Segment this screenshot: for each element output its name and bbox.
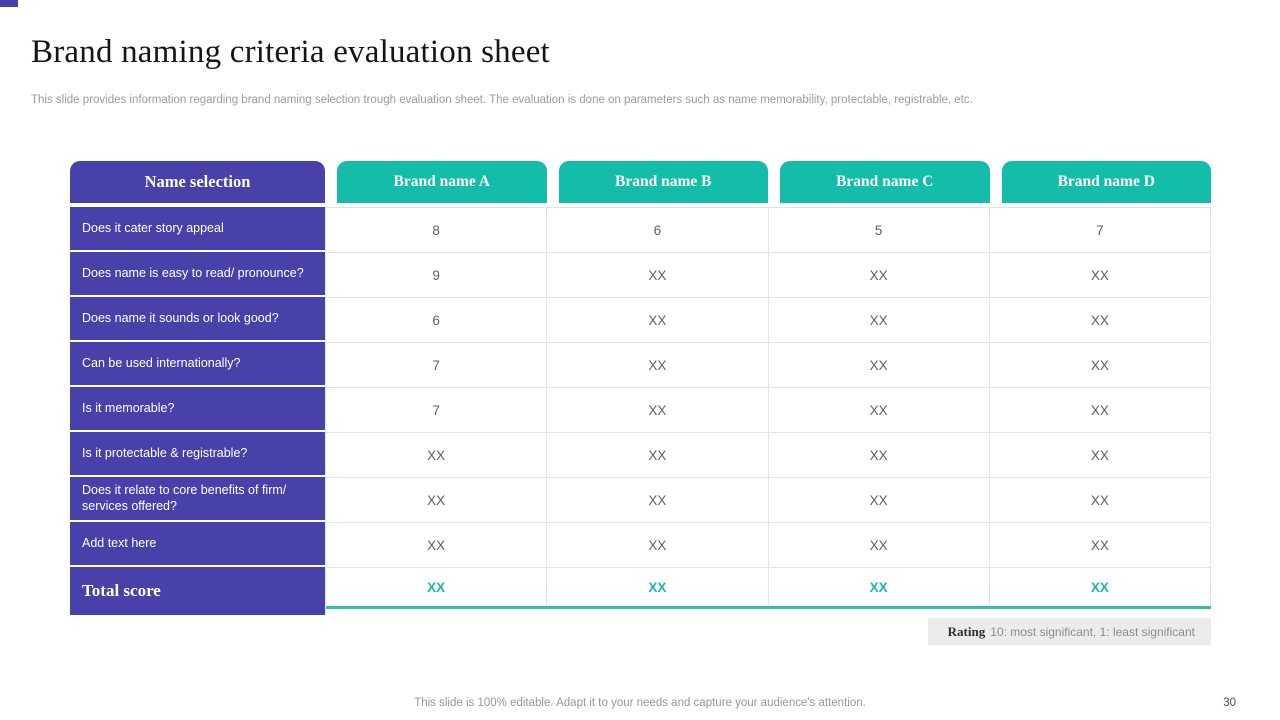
column-header-brand-c: Brand name C bbox=[780, 161, 990, 203]
score-cell: XX bbox=[547, 523, 769, 567]
score-cell: XX bbox=[990, 253, 1211, 297]
corner-accent-mark bbox=[0, 0, 18, 7]
rating-note: Rating 10: most significant, 1: least si… bbox=[927, 618, 1211, 645]
criteria-label: Does name is easy to read/ pronounce? bbox=[70, 252, 325, 295]
score-cell: XX bbox=[769, 253, 990, 297]
slide-footer-note: This slide is 100% editable. Adapt it to… bbox=[414, 697, 866, 709]
score-cell: XX bbox=[326, 478, 548, 522]
criteria-label: Does it cater story appeal bbox=[70, 207, 325, 250]
score-cell: 6 bbox=[547, 208, 769, 252]
total-score-cell: XX bbox=[990, 568, 1211, 606]
score-cell: 7 bbox=[326, 388, 548, 432]
total-score-label: Total score bbox=[70, 567, 325, 615]
score-cell: XX bbox=[326, 523, 548, 567]
score-cell: XX bbox=[769, 478, 990, 522]
score-cell: 8 bbox=[326, 208, 548, 252]
table-row: XX XX XX XX bbox=[326, 478, 1211, 523]
table-row: 8 6 5 7 bbox=[326, 208, 1211, 253]
score-cell: XX bbox=[769, 388, 990, 432]
score-cell: XX bbox=[990, 433, 1211, 477]
total-score-cell: XX bbox=[326, 568, 548, 606]
criteria-label: Does it relate to core benefits of firm/… bbox=[70, 477, 325, 520]
table-row: XX XX XX XX bbox=[326, 523, 1211, 568]
score-cell: XX bbox=[990, 298, 1211, 342]
criteria-labels-column: Does it cater story appeal Does name is … bbox=[70, 207, 325, 615]
total-score-row: XX XX XX XX bbox=[326, 568, 1211, 609]
score-cell: XX bbox=[547, 388, 769, 432]
column-header-brand-d: Brand name D bbox=[1001, 161, 1211, 203]
slide-subtitle: This slide provides information regardin… bbox=[31, 94, 973, 106]
page-number: 30 bbox=[1223, 697, 1236, 709]
score-cell: XX bbox=[769, 298, 990, 342]
score-cell: 7 bbox=[326, 343, 548, 387]
score-cell: 9 bbox=[326, 253, 548, 297]
score-cell: XX bbox=[990, 478, 1211, 522]
score-cell: XX bbox=[769, 433, 990, 477]
score-cell: XX bbox=[547, 433, 769, 477]
score-cell: XX bbox=[547, 343, 769, 387]
table-row: 7 XX XX XX bbox=[326, 343, 1211, 388]
brand-headers: Brand name A Brand name B Brand name C B… bbox=[325, 161, 1211, 203]
table-row: 9 XX XX XX bbox=[326, 253, 1211, 298]
table-row: 7 XX XX XX bbox=[326, 388, 1211, 433]
criteria-label: Can be used internationally? bbox=[70, 342, 325, 385]
score-cell: XX bbox=[547, 298, 769, 342]
score-cell: 6 bbox=[326, 298, 548, 342]
table-row: 6 XX XX XX bbox=[326, 298, 1211, 343]
corner-header-name-selection: Name selection bbox=[70, 161, 325, 203]
criteria-label: Is it memorable? bbox=[70, 387, 325, 430]
criteria-label: Does name it sounds or look good? bbox=[70, 297, 325, 340]
column-header-brand-b: Brand name B bbox=[558, 161, 768, 203]
score-cell: XX bbox=[326, 433, 548, 477]
total-score-cell: XX bbox=[769, 568, 990, 606]
table-row: XX XX XX XX bbox=[326, 433, 1211, 478]
table-header-row: Name selection Brand name A Brand name B… bbox=[70, 161, 1211, 203]
score-cell: XX bbox=[990, 523, 1211, 567]
column-header-brand-a: Brand name A bbox=[337, 161, 547, 203]
score-cell: 7 bbox=[990, 208, 1211, 252]
score-cell: XX bbox=[547, 478, 769, 522]
table-body: Does it cater story appeal Does name is … bbox=[70, 207, 1211, 615]
score-cell: XX bbox=[990, 388, 1211, 432]
criteria-label: Is it protectable & registrable? bbox=[70, 432, 325, 475]
score-cell: XX bbox=[547, 253, 769, 297]
scores-grid: 8 6 5 7 9 XX XX XX 6 XX XX XX bbox=[325, 207, 1211, 615]
total-score-cell: XX bbox=[547, 568, 769, 606]
criteria-label: Add text here bbox=[70, 522, 325, 565]
rating-note-label: Rating bbox=[947, 623, 986, 639]
score-cell: 5 bbox=[769, 208, 990, 252]
rating-note-text: 10: most significant, 1: least significa… bbox=[990, 624, 1195, 639]
score-cell: XX bbox=[990, 343, 1211, 387]
score-cell: XX bbox=[769, 343, 990, 387]
score-cell: XX bbox=[769, 523, 990, 567]
page-title: Brand naming criteria evaluation sheet bbox=[31, 34, 550, 70]
evaluation-table: Name selection Brand name A Brand name B… bbox=[70, 161, 1211, 615]
